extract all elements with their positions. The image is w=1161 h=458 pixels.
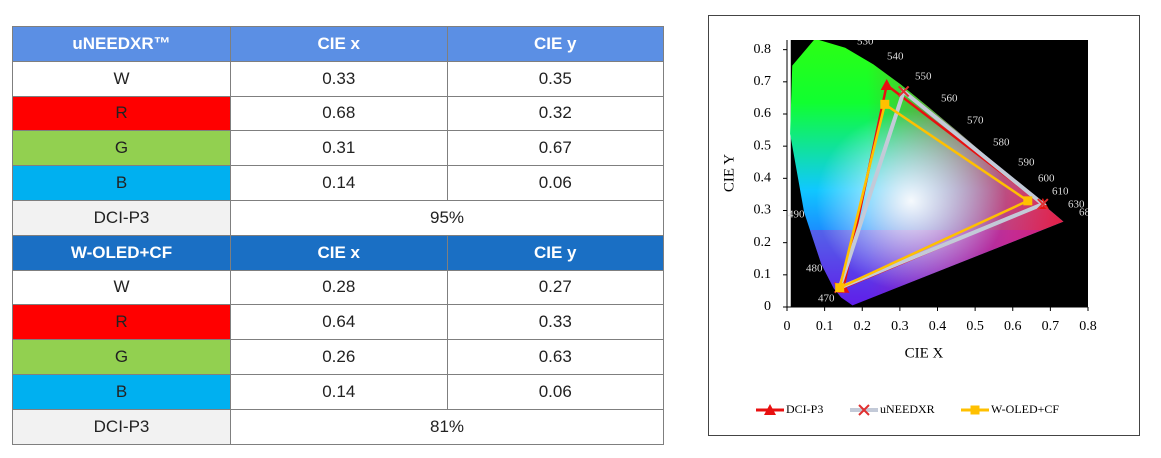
table-row: R 0.64 0.33 (11, 304, 664, 341)
x-tick-label: 0.8 (1079, 319, 1097, 334)
color-table: uNEEDXR™ CIE x CIE y W 0.33 0.35 R 0.68 0.32 G 0.3… (11, 26, 664, 445)
locus-label: 570 (967, 115, 984, 127)
y-tick-label: 0.1 (754, 267, 772, 282)
table-row: W-OLED+CF CIE x CIE y (11, 234, 664, 271)
y-tick-label: 0.7 (754, 74, 772, 89)
locus-label: 600 (1038, 173, 1055, 185)
table-cell: B (11, 373, 232, 410)
marker (897, 85, 910, 98)
marker (970, 405, 980, 415)
table-cell: DCI-P3 (11, 199, 232, 236)
table-cell: 0.27 (446, 269, 664, 306)
y-tick-label: 0.6 (754, 106, 772, 121)
table-cell: 81% (230, 408, 664, 445)
series-line (837, 102, 1031, 290)
locus-label: 550 (915, 71, 932, 83)
table-cell: 0.67 (446, 130, 664, 167)
table-cell: W-OLED+CF (11, 234, 232, 271)
locus-label: 610 (1052, 186, 1069, 198)
locus-label: 530 (857, 36, 874, 48)
y-tick-label: 0.3 (754, 203, 772, 218)
table-cell: 0.33 (446, 304, 664, 341)
table-cell: CIE x (230, 26, 448, 62)
y-axis-label: CIE Y (721, 154, 737, 192)
x-tick-label: 0.4 (929, 319, 947, 334)
y-tick-label: 0.5 (754, 138, 772, 153)
table-cell: CIE x (230, 234, 448, 271)
table-cell: 0.63 (446, 339, 664, 375)
table-row: B 0.14 0.06 (11, 373, 664, 410)
table-row: uNEEDXR™ CIE x CIE y (11, 26, 664, 62)
table-row: B 0.14 0.06 (11, 165, 664, 201)
table-cell: 0.06 (446, 373, 664, 410)
table-cell: 0.68 (230, 95, 448, 132)
table-cell: R (11, 304, 232, 341)
locus-label: 590 (1018, 157, 1035, 169)
marker (880, 79, 893, 91)
x-tick-label: 0.5 (966, 319, 984, 334)
marker (1037, 198, 1049, 210)
legend-label: uNEEDXR (880, 402, 935, 416)
table-cell: 0.35 (446, 60, 664, 97)
y-tick-label: 0.8 (754, 42, 772, 57)
table-cell: 0.33 (230, 60, 448, 97)
table-cell: 0.64 (230, 304, 448, 341)
table-row: G 0.26 0.63 (11, 339, 664, 375)
marker (880, 99, 890, 109)
x-axis-label: CIE X (905, 345, 944, 361)
marker (1023, 196, 1033, 206)
y-tick-label: 0.4 (754, 171, 772, 186)
locus-label: 680 (1079, 207, 1096, 219)
x-tick-label: 0.6 (1004, 319, 1022, 334)
table-row: R 0.68 0.32 (11, 95, 664, 132)
x-tick-label: 0.1 (816, 319, 834, 334)
legend-label: DCI-P3 (786, 402, 823, 416)
table-cell: 0.26 (230, 339, 448, 375)
y-tick-label: 0 (764, 299, 771, 314)
table-cell: W (11, 60, 232, 97)
table-cell: G (11, 339, 232, 375)
table-cell: G (11, 130, 232, 167)
x-tick-label: 0.3 (891, 319, 909, 334)
locus-label: 560 (941, 93, 958, 105)
x-tick-label: 0.2 (854, 319, 872, 334)
series-line (836, 88, 1047, 292)
table-cell: DCI-P3 (11, 408, 232, 445)
locus-label: 580 (993, 137, 1010, 149)
table-cell: 0.14 (230, 165, 448, 201)
locus-label: 630 (1068, 199, 1085, 211)
table-cell: 0.31 (230, 130, 448, 167)
marker (835, 283, 845, 293)
table-row: DCI-P3 81% (11, 408, 664, 445)
table-cell: 0.32 (446, 95, 664, 132)
locus-label: 470 (818, 293, 835, 305)
y-tick-label: 0.2 (754, 235, 772, 250)
table-cell: 0.14 (230, 373, 448, 410)
marker (858, 404, 870, 416)
table-row: W 0.33 0.35 (11, 60, 664, 97)
table-cell: R (11, 95, 232, 132)
locus-label: 480 (806, 263, 823, 275)
locus-label: 490 (788, 209, 805, 221)
table-cell: W (11, 269, 232, 306)
x-tick-label: 0 (784, 319, 791, 334)
table-cell: uNEEDXR™ (11, 26, 232, 62)
table-row: G 0.31 0.67 (11, 130, 664, 167)
chart-frame (708, 15, 1140, 436)
table-row: W 0.28 0.27 (11, 269, 664, 306)
table-cell: 0.28 (230, 269, 448, 306)
gamut-white (816, 110, 1007, 291)
locus-label: 540 (887, 51, 904, 63)
marker (764, 404, 776, 415)
table-cell: CIE y (446, 234, 664, 271)
legend-label: W-OLED+CF (991, 402, 1059, 416)
table-cell: B (11, 165, 232, 201)
x-tick-label: 0.7 (1042, 319, 1060, 334)
